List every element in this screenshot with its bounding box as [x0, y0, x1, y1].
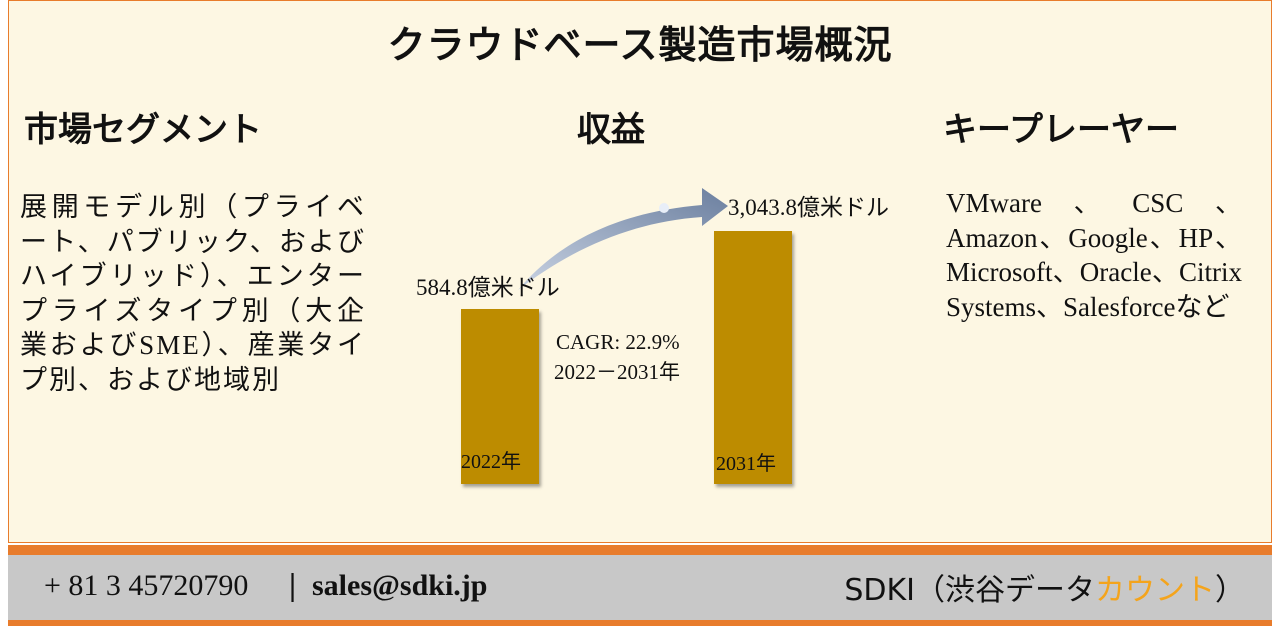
brand: SDKI（渋谷データカウント）: [844, 565, 1245, 609]
panel: [8, 0, 1272, 543]
footer-line: [8, 620, 1272, 626]
bar-2031: [714, 231, 792, 484]
players-heading: キープレーヤー: [943, 112, 1179, 149]
brand-highlight: カウント: [1095, 573, 1215, 608]
year-label: 2022年: [461, 451, 521, 473]
brand-text: SDKI（渋谷データ: [844, 573, 1095, 608]
brand-text: ）: [1215, 573, 1245, 608]
phone: + 81 3 45720790: [44, 569, 249, 602]
cagr: CAGR: 22.9%: [556, 330, 680, 354]
year-label: 2031年: [716, 453, 776, 475]
revenue-heading: 収益: [577, 112, 645, 149]
segment-text: 展開モデル別（プライベート、パブリック、およびハイブリッド）、エンタープライズタ…: [20, 192, 366, 395]
segment-heading: 市場セグメント: [24, 112, 262, 149]
cagr-period: 2022－2031年: [554, 360, 680, 384]
value-label: 3,043.8億米ドル: [728, 195, 889, 220]
title: クラウドベース製造市場概況: [387, 25, 893, 67]
separator: |: [289, 566, 297, 602]
footer: [8, 555, 1272, 620]
growth-arrow: [518, 188, 728, 290]
footer-stripe: [8, 545, 1272, 555]
value-label: 584.8億米ドル: [416, 275, 560, 300]
players-text: VMware、CSC、Amazon、Google、HP、Microsoft、Or…: [946, 188, 1242, 322]
bar-2022: [461, 309, 539, 484]
email[interactable]: sales@sdki.jp: [312, 569, 488, 602]
